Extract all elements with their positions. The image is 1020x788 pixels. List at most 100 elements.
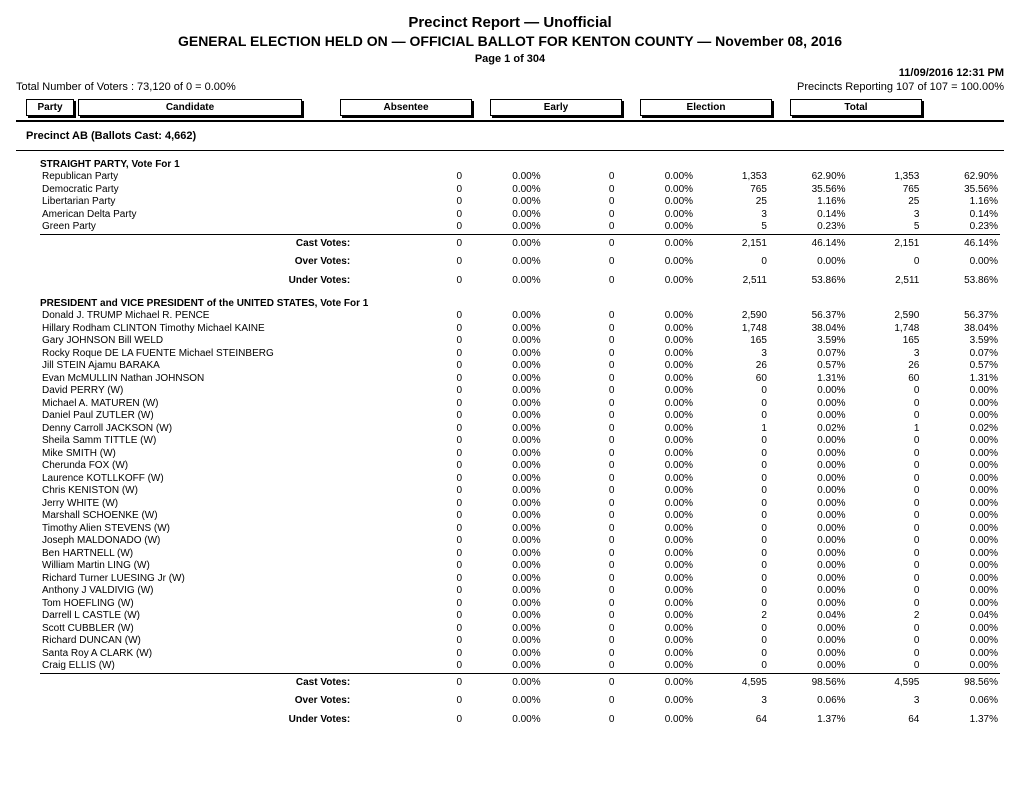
candidate-name: David PERRY (W) [40,385,390,398]
early-pct: 0.00% [616,660,695,673]
early-count: 0 [543,485,617,498]
election-pct: 0.00% [769,485,848,498]
absentee-pct: 0.00% [464,623,543,636]
total-count: 0 [848,598,922,611]
election-pct: 0.00% [769,598,848,611]
total-count: 0 [848,623,922,636]
candidate-name: Michael A. MATUREN (W) [40,398,390,411]
contest-name: PRESIDENT and VICE PRESIDENT of the UNIT… [40,298,1004,309]
election-pct: 53.86% [769,272,848,291]
early-pct: 0.00% [616,610,695,623]
page-number: Page 1 of 304 [16,53,1004,65]
early-count: 0 [543,398,617,411]
early-count: 0 [543,360,617,373]
table-row: American Delta Party00.00%00.00%30.14%30… [40,209,1000,222]
precinct-name: Precinct AB (Ballots Cast: 4,662) [26,130,1004,142]
election-pct: 0.00% [769,398,848,411]
early-count: 0 [543,585,617,598]
table-row: Jill STEIN Ajamu BARAKA00.00%00.00%260.5… [40,360,1000,373]
early-pct: 0.00% [616,398,695,411]
election-count: 2,590 [695,310,769,323]
election-pct: 0.00% [769,253,848,272]
absentee-pct: 0.00% [464,560,543,573]
total-pct: 0.00% [921,585,1000,598]
election-count: 0 [695,660,769,673]
candidate-name: Evan McMULLIN Nathan JOHNSON [40,373,390,386]
absentee-pct: 0.00% [464,460,543,473]
summary-row: Cast Votes:00.00%00.00%2,15146.14%2,1514… [40,234,1000,253]
table-row: Darrell L CASTLE (W)00.00%00.00%20.04%20… [40,610,1000,623]
early-pct: 0.00% [616,598,695,611]
election-count: 0 [695,523,769,536]
total-pct: 98.56% [921,673,1000,692]
election-count: 765 [695,184,769,197]
total-pct: 0.00% [921,385,1000,398]
table-row: Richard DUNCAN (W)00.00%00.00%00.00%00.0… [40,635,1000,648]
candidate-name: Marshall SCHOENKE (W) [40,510,390,523]
early-pct: 0.00% [616,560,695,573]
early-count: 0 [543,253,617,272]
total-pct: 35.56% [921,184,1000,197]
election-pct: 0.00% [769,460,848,473]
table-row: Green Party00.00%00.00%50.23%50.23% [40,221,1000,234]
total-count: 26 [848,360,922,373]
col-candidate: Candidate [78,99,302,116]
election-count: 2 [695,610,769,623]
early-pct: 0.00% [616,692,695,711]
total-count: 0 [848,398,922,411]
absentee-count: 0 [390,234,464,253]
early-count: 0 [543,171,617,184]
total-count: 2 [848,610,922,623]
early-pct: 0.00% [616,460,695,473]
absentee-pct: 0.00% [464,660,543,673]
candidate-name: Donald J. TRUMP Michael R. PENCE [40,310,390,323]
early-pct: 0.00% [616,535,695,548]
absentee-pct: 0.00% [464,385,543,398]
absentee-pct: 0.00% [464,323,543,336]
absentee-count: 0 [390,184,464,197]
election-pct: 1.16% [769,196,848,209]
total-count: 60 [848,373,922,386]
total-count: 0 [848,485,922,498]
early-count: 0 [543,673,617,692]
election-count: 1,748 [695,323,769,336]
results-table: Donald J. TRUMP Michael R. PENCE00.00%00… [40,310,1000,729]
early-count: 0 [543,523,617,536]
election-pct: 0.00% [769,660,848,673]
absentee-pct: 0.00% [464,585,543,598]
early-pct: 0.00% [616,196,695,209]
election-pct: 0.07% [769,348,848,361]
total-pct: 0.00% [921,498,1000,511]
summary-row: Under Votes:00.00%00.00%2,51153.86%2,511… [40,272,1000,291]
absentee-pct: 0.00% [464,692,543,711]
absentee-count: 0 [390,310,464,323]
early-count: 0 [543,598,617,611]
total-pct: 0.00% [921,548,1000,561]
early-count: 0 [543,435,617,448]
table-row: Scott CUBBLER (W)00.00%00.00%00.00%00.00… [40,623,1000,636]
election-count: 0 [695,448,769,461]
absentee-count: 0 [390,435,464,448]
early-pct: 0.00% [616,585,695,598]
total-count: 25 [848,196,922,209]
divider [16,120,1004,122]
absentee-count: 0 [390,548,464,561]
total-count: 0 [848,510,922,523]
election-pct: 0.57% [769,360,848,373]
early-count: 0 [543,335,617,348]
absentee-count: 0 [390,272,464,291]
absentee-pct: 0.00% [464,171,543,184]
candidate-name: Hillary Rodham CLINTON Timothy Michael K… [40,323,390,336]
table-row: Santa Roy A CLARK (W)00.00%00.00%00.00%0… [40,648,1000,661]
early-count: 0 [543,610,617,623]
absentee-count: 0 [390,510,464,523]
absentee-pct: 0.00% [464,221,543,234]
early-count: 0 [543,423,617,436]
table-row: Libertarian Party00.00%00.00%251.16%251.… [40,196,1000,209]
summary-row: Over Votes:00.00%00.00%30.06%30.06% [40,692,1000,711]
total-count: 3 [848,348,922,361]
total-pct: 0.06% [921,692,1000,711]
total-voters: Total Number of Voters : 73,120 of 0 = 0… [16,81,236,93]
absentee-pct: 0.00% [464,335,543,348]
election-pct: 38.04% [769,323,848,336]
